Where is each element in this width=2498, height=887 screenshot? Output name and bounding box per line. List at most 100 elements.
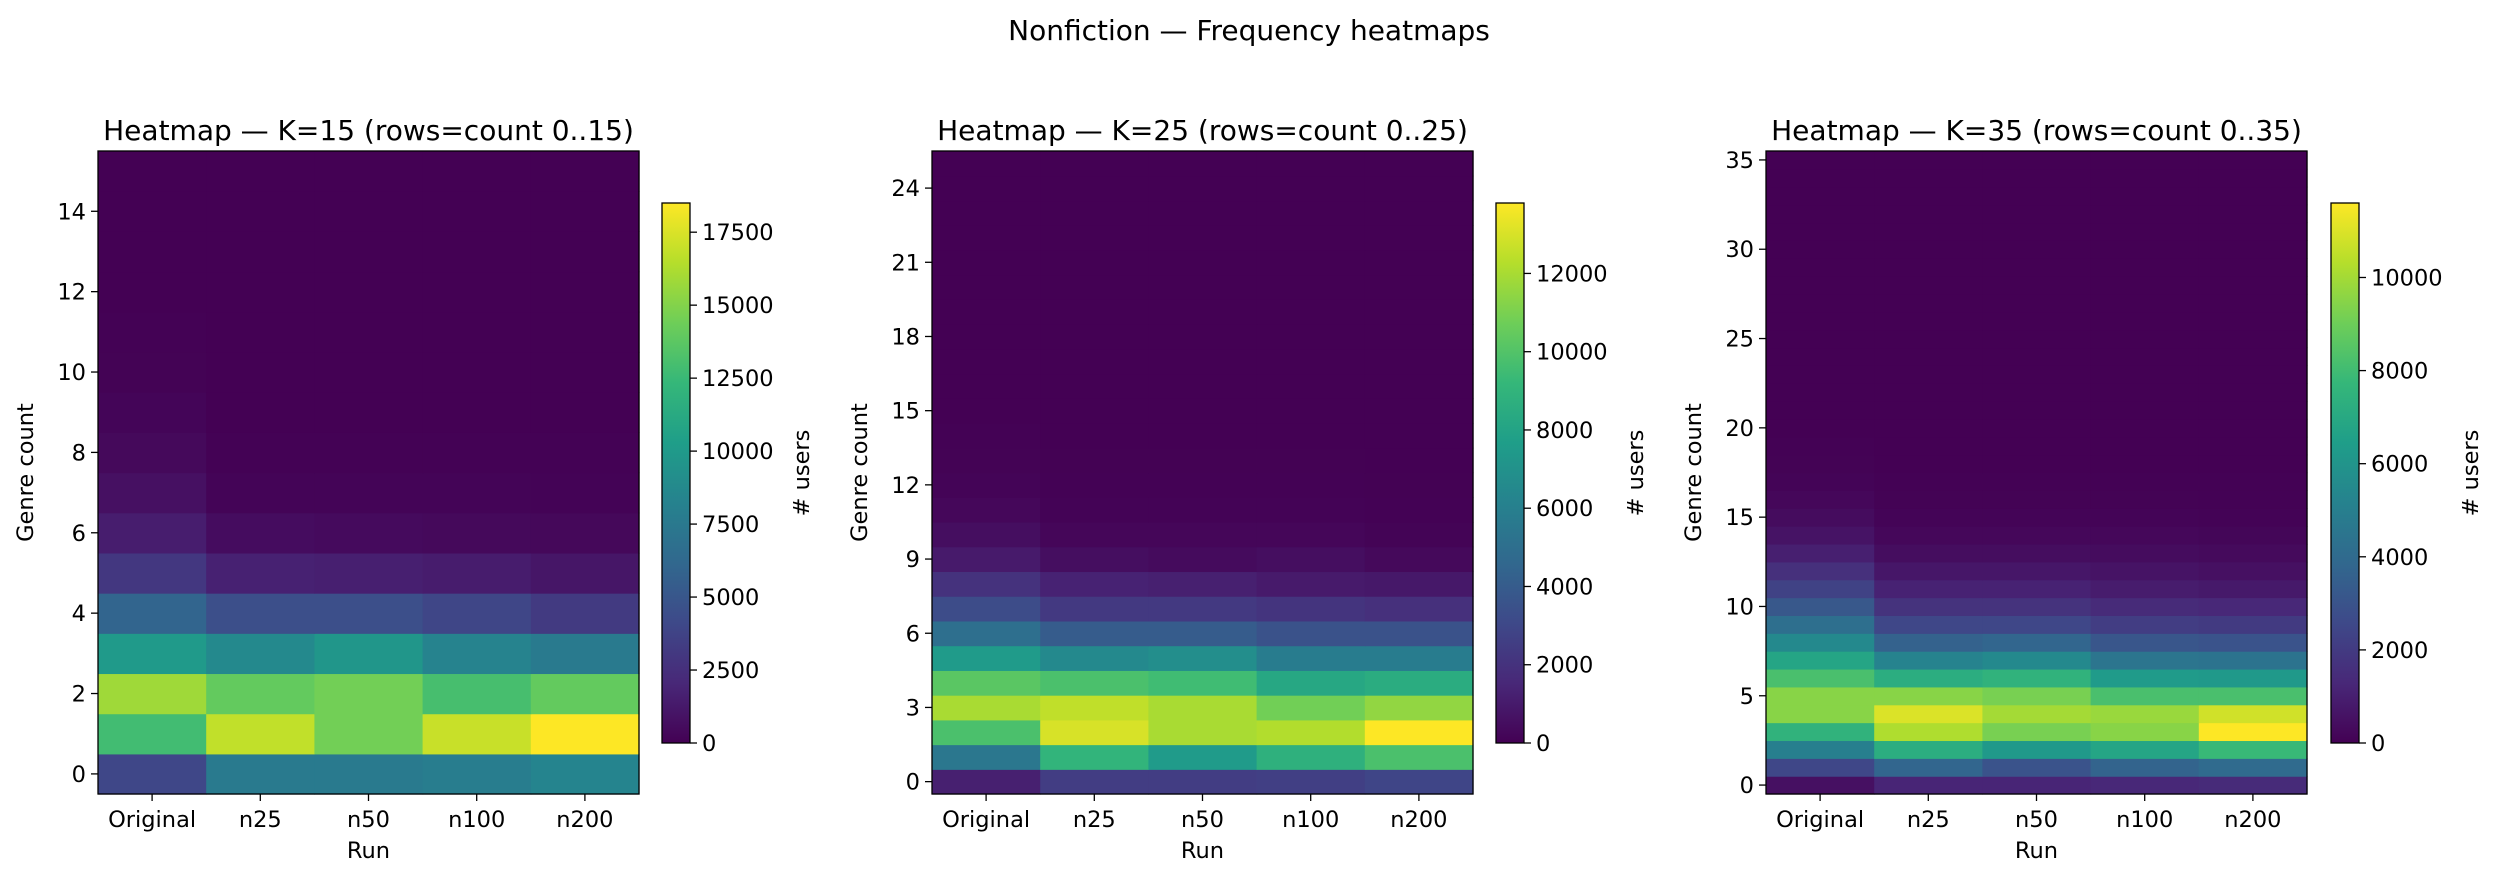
heatmap-cell [422, 432, 532, 474]
heatmap-cell [98, 432, 207, 474]
heatmap-cell [314, 432, 424, 474]
x-tick-label: n25 [1907, 807, 1950, 833]
heatmap-cell [1874, 258, 1983, 277]
heatmap-cell [1040, 200, 1149, 226]
colorbar-tick-label: 6000 [1536, 496, 1593, 522]
heatmap-cell [206, 633, 315, 675]
heatmap-cell [314, 673, 424, 715]
heatmap-cell [1766, 383, 1875, 402]
heatmap-cell [1982, 633, 2092, 652]
heatmap-cell [1874, 329, 1983, 349]
x-tick-label: Original [942, 807, 1030, 833]
heatmap-cell [1040, 620, 1149, 647]
heatmap-cell [530, 191, 640, 232]
heatmap-cell [1766, 454, 1875, 474]
heatmap-cell [1040, 348, 1149, 375]
heatmap-cell [1040, 274, 1149, 300]
colorbar-tick-label: 10000 [702, 439, 774, 465]
heatmap-cell [1148, 546, 1258, 573]
heatmap-cell [1256, 447, 1366, 474]
x-tick-label: n100 [2116, 807, 2173, 833]
heatmap-cell [1982, 293, 2092, 313]
y-tick-label: 12 [57, 280, 86, 306]
heatmap-cell [2198, 204, 2308, 224]
heatmap-cell [1040, 398, 1149, 424]
heatmap-cell [1766, 436, 1875, 456]
heatmap-cell [2090, 526, 2200, 545]
colorbar-tick-label: 12000 [1536, 261, 1608, 287]
heatmap-cell [1364, 719, 1474, 746]
heatmap-cell [1766, 776, 1875, 795]
heatmap-cell [932, 299, 1041, 325]
heatmap-cell [314, 392, 424, 433]
heatmap-cell [98, 151, 207, 192]
heatmap-cell [206, 271, 315, 313]
y-tick-label: 4 [72, 601, 86, 627]
colorbar-tick-label: 10000 [2371, 265, 2443, 291]
colorbar-tick-label: 2500 [702, 658, 759, 684]
heatmap-cell [2198, 508, 2308, 527]
heatmap-cell [2198, 651, 2308, 670]
heatmap-cell [2090, 418, 2200, 438]
heatmap-cell [2198, 490, 2308, 509]
heatmap-cell [1766, 472, 1875, 491]
colorbar-tick-label: 6000 [2371, 452, 2428, 478]
heatmap-cell [1982, 579, 2092, 599]
heatmap-cell [1874, 401, 1983, 420]
heatmap-cell [1874, 668, 1983, 688]
heatmap-cell [1982, 561, 2092, 581]
heatmap-cell [1874, 633, 1983, 652]
colorbar-tick-label: 5000 [702, 585, 759, 611]
y-tick-label: 35 [1725, 148, 1754, 174]
x-tick-label: n100 [448, 807, 505, 833]
heatmap-cell [1874, 776, 1983, 795]
heatmap-cell [206, 151, 315, 192]
heatmap-cell [98, 191, 207, 232]
heatmap-cell [206, 432, 315, 474]
heatmap-cell [206, 191, 315, 232]
y-tick-label: 0 [72, 762, 86, 788]
heatmap-cell [530, 713, 640, 755]
heatmap-cell [1364, 596, 1474, 622]
heatmap-cell [1256, 769, 1366, 795]
heatmap-cell [1766, 329, 1875, 349]
heatmap-cell [1766, 704, 1875, 724]
heatmap-cell [2090, 633, 2200, 652]
heatmap-cell [1364, 769, 1474, 795]
heatmap-cell [2090, 293, 2200, 313]
colorbar-tick-label: 12500 [702, 366, 774, 392]
heatmap-cell [1766, 561, 1875, 581]
heatmap-cell [98, 713, 207, 755]
heatmap-cell [1148, 447, 1258, 474]
heatmap-cell [1982, 597, 2092, 616]
heatmap-cell [2090, 579, 2200, 599]
heatmap-cell [1364, 497, 1474, 523]
heatmap-cell [2090, 597, 2200, 616]
heatmap-cell [1766, 186, 1875, 206]
heatmap-cell [206, 392, 315, 433]
y-tick-label: 10 [57, 360, 86, 386]
heatmap-cell [1874, 418, 1983, 438]
x-axis-label: Run [347, 838, 390, 864]
heatmap-cell [206, 593, 315, 634]
heatmap-cell [422, 271, 532, 313]
heatmap-cell [206, 231, 315, 273]
heatmap-cell [422, 673, 532, 715]
heatmap-cell [932, 423, 1041, 449]
heatmap-cell [1364, 472, 1474, 498]
heatmap-cell [1256, 645, 1366, 671]
heatmap-cell [932, 719, 1041, 746]
colorbar-tick-label: 0 [2371, 731, 2385, 757]
heatmap-cell [314, 151, 424, 192]
heatmap-cell [2198, 776, 2308, 795]
heatmap-cell [530, 351, 640, 393]
heatmap-cell [206, 351, 315, 393]
heatmap-cell [1982, 418, 2092, 438]
heatmap-cells [98, 151, 640, 795]
heatmap-cell [1364, 447, 1474, 474]
heatmap-cell [2198, 633, 2308, 652]
heatmap-cell [1982, 758, 2092, 777]
heatmap-cell [1040, 299, 1149, 325]
heatmap-cell [1040, 151, 1149, 177]
heatmap-cell [1766, 722, 1875, 742]
